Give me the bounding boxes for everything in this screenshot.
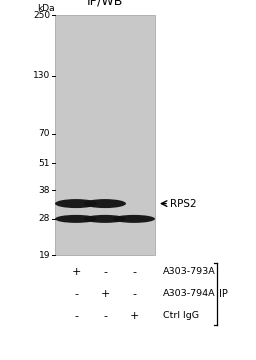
Text: +: +: [71, 267, 81, 277]
Text: IP/WB: IP/WB: [87, 0, 123, 7]
Ellipse shape: [113, 215, 155, 223]
Text: Ctrl IgG: Ctrl IgG: [163, 311, 199, 320]
Text: A303-793A: A303-793A: [163, 267, 216, 276]
Ellipse shape: [84, 199, 126, 208]
Text: -: -: [74, 289, 78, 299]
Text: 19: 19: [38, 251, 50, 260]
Ellipse shape: [55, 215, 97, 223]
Text: +: +: [100, 289, 110, 299]
Text: -: -: [132, 289, 136, 299]
Text: 38: 38: [38, 186, 50, 195]
Text: IP: IP: [219, 289, 228, 299]
Text: A303-794A: A303-794A: [163, 289, 216, 298]
Text: 250: 250: [33, 10, 50, 19]
Text: RPS2: RPS2: [170, 199, 197, 208]
Text: 51: 51: [38, 158, 50, 167]
Text: -: -: [132, 267, 136, 277]
Ellipse shape: [84, 215, 126, 223]
Ellipse shape: [55, 199, 97, 208]
Bar: [55, 15, 155, 255]
Text: -: -: [74, 311, 78, 321]
Text: 130: 130: [33, 71, 50, 80]
Text: kDa: kDa: [37, 4, 55, 13]
Text: -: -: [103, 267, 107, 277]
Text: 28: 28: [39, 215, 50, 224]
Text: -: -: [103, 311, 107, 321]
Text: +: +: [129, 311, 139, 321]
Text: 70: 70: [38, 129, 50, 138]
